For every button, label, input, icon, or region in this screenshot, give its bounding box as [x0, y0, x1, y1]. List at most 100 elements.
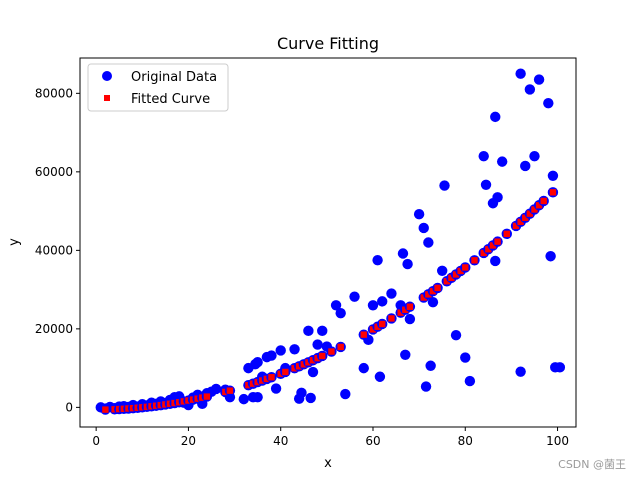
fitted-curve-point: [452, 271, 460, 278]
original-data-point: [420, 381, 432, 392]
original-data-point: [312, 339, 323, 350]
original-data-point: [413, 209, 425, 220]
original-data-point: [520, 160, 531, 172]
original-data-point: [402, 258, 413, 270]
original-data-point: [515, 68, 526, 79]
legend-marker-original-data: [102, 71, 112, 81]
original-data-point: [404, 313, 416, 325]
fitted-curve-point: [369, 326, 377, 333]
original-data-point: [524, 84, 536, 95]
original-data-point: [545, 251, 556, 262]
original-data-point: [305, 392, 316, 404]
original-data-point: [533, 74, 545, 85]
original-data-point: [425, 360, 436, 371]
legend-box: [87, 63, 229, 112]
x-axis: 0 20 40 60 80 100: [92, 427, 569, 448]
original-data-point: [460, 352, 471, 363]
fitted-curve-point: [535, 202, 543, 209]
fitted-curve-point: [443, 278, 451, 285]
fitted-curve-point: [360, 331, 367, 338]
original-data-point: [238, 393, 249, 405]
legend-marker-fitted-curve: [104, 95, 110, 101]
fitted-curve-point: [268, 374, 275, 381]
original-data-point: [529, 150, 540, 162]
fitted-curve-point: [526, 210, 534, 217]
y-axis-label: y: [7, 238, 22, 246]
legend-label-original-data: Original Data: [131, 70, 217, 85]
original-data-point: [349, 291, 360, 302]
fitted-curve-point: [402, 306, 409, 313]
original-data-point: [210, 383, 222, 395]
x-tick-label: 0: [92, 434, 100, 448]
original-data-point: [543, 97, 554, 109]
fitted-curve-point: [503, 230, 510, 238]
x-tick-label: 20: [181, 434, 196, 448]
original-data-point: [275, 345, 286, 356]
fitted-curve-point: [337, 343, 344, 351]
original-data-point: [547, 170, 559, 181]
legend: Original Data Fitted Curve: [87, 63, 229, 112]
fitted-curve-point: [522, 214, 529, 221]
original-data-point: [252, 391, 263, 403]
original-data-point: [554, 362, 566, 373]
original-data-point: [307, 366, 319, 378]
fitted-curve-point: [471, 257, 478, 264]
fitted-curve-point: [434, 284, 441, 292]
original-data-point: [303, 325, 314, 337]
fitted-curve-point: [480, 249, 487, 257]
fitted-curve-point: [489, 242, 497, 249]
original-data-point: [266, 350, 277, 361]
original-data-point: [335, 307, 346, 319]
x-tick-label: 100: [546, 434, 569, 448]
fitted-curve-point: [282, 368, 289, 376]
original-data-point: [367, 300, 379, 311]
original-data-point: [427, 296, 439, 308]
fitted-curve-point: [406, 303, 414, 310]
y-tick-label: 80000: [35, 86, 73, 100]
fitted-curve-point: [328, 348, 335, 355]
original-data-point: [490, 255, 501, 267]
fitted-curve-point: [203, 393, 211, 400]
original-data-point: [330, 300, 342, 311]
y-tick-label: 20000: [35, 322, 73, 336]
fitted-curve-point: [462, 264, 469, 271]
fitted-curve-point: [420, 294, 427, 301]
plot-frame: [79, 57, 577, 428]
fitted-curve-point: [374, 323, 381, 330]
original-data-point: [418, 222, 429, 234]
x-tick-label: 80: [458, 434, 473, 448]
original-data-point: [374, 371, 386, 382]
original-data-point: [386, 288, 397, 299]
original-data-point: [492, 192, 503, 203]
x-tick-label: 40: [273, 434, 288, 448]
original-data-point: [340, 388, 351, 400]
fitted-curve-point: [531, 206, 538, 213]
original-data-point: [400, 349, 411, 360]
original-data-point: [296, 387, 307, 399]
original-data-point: [439, 180, 450, 191]
fitted-curve-point: [494, 238, 501, 245]
fitted-curve-point: [457, 267, 464, 275]
y-tick-label: 0: [65, 400, 73, 414]
fitted-curve-point: [397, 309, 404, 316]
y-tick-label: 60000: [35, 165, 73, 179]
fitted-curve-point: [512, 222, 520, 230]
plot-content: [95, 68, 566, 415]
original-data-point: [252, 357, 263, 368]
legend-label-fitted-curve: Fitted Curve: [131, 92, 210, 107]
original-data-point: [289, 344, 300, 355]
original-data-point: [478, 150, 489, 162]
x-axis-label: x: [324, 456, 332, 471]
fitted-curve-point: [517, 218, 524, 226]
original-data-point: [464, 375, 476, 387]
fitted-curve-point: [549, 189, 557, 196]
x-tick-label: 60: [365, 434, 380, 448]
original-data-point: [496, 156, 508, 167]
original-data-point: [423, 237, 434, 248]
fitted-curve-point: [429, 287, 437, 295]
original-data-point: [480, 179, 492, 190]
watermark: CSDN @菌王: [558, 458, 626, 471]
chart-title: Curve Fitting: [277, 34, 379, 53]
y-tick-label: 40000: [35, 243, 73, 257]
